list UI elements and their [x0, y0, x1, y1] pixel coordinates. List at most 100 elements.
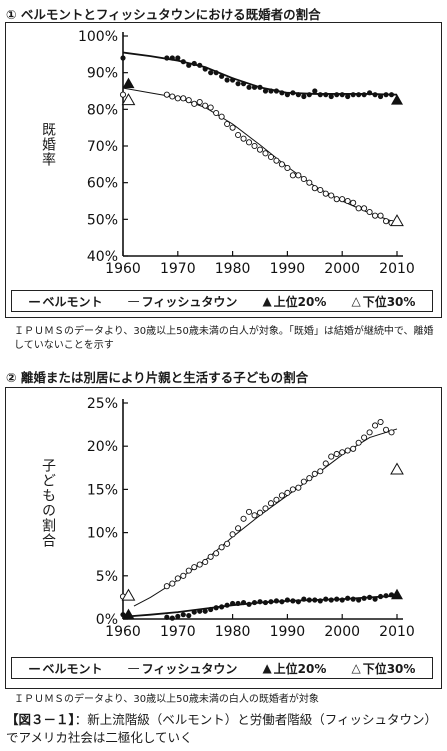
x-tick-label: 1960 [105, 261, 141, 277]
belmont-point [350, 596, 356, 602]
y-tick-label: 70% [87, 139, 118, 155]
belmont-point [279, 90, 285, 96]
belmont-point [180, 59, 186, 65]
belmont-point [202, 66, 208, 72]
fishtown-point [300, 175, 307, 183]
legend-belmont: — ベルモント [28, 661, 103, 676]
belmont-point [230, 600, 236, 607]
fishtown-point [218, 544, 225, 551]
fishtown-point [191, 100, 198, 107]
belmont-point [186, 62, 192, 68]
fishtown-point [284, 164, 291, 172]
fishtown-point [229, 124, 236, 131]
fishtown-point [306, 179, 313, 186]
belmont-point [262, 88, 269, 94]
fishtown-point [256, 509, 264, 516]
belmont-point [284, 92, 290, 98]
legend-top20: ▲ 上位20% [262, 294, 327, 309]
fishtown-point [169, 93, 176, 100]
fishtown-point [317, 468, 324, 475]
fishtown-point [262, 150, 269, 157]
y-tick-label: 25% [87, 396, 118, 412]
fishtown-point [355, 205, 362, 212]
line-symbol-icon: — [28, 294, 41, 308]
belmont-point [295, 92, 301, 98]
fishtown-point [382, 218, 390, 225]
belmont-point [356, 597, 362, 603]
figure-caption: 【図３－１】：新上流階級（ベルモント）と労働者階級（フィッシュタウン）でアメリカ… [6, 711, 444, 747]
fishtown-point [224, 540, 231, 547]
belmont-point [208, 606, 214, 613]
legend-top20: ▲ 上位20% [262, 661, 327, 676]
belmont-point [279, 599, 285, 605]
belmont-point [301, 93, 307, 100]
fishtown-point [355, 439, 362, 446]
fishtown-point [344, 197, 351, 205]
fishtown-point [377, 212, 384, 219]
belmont-point [301, 596, 307, 602]
belmont-point [388, 92, 395, 98]
fishtown-point [339, 196, 346, 203]
belmont-point [219, 604, 225, 610]
legend-fishtown: — フィッシュタウン [127, 661, 238, 676]
belmont-point [164, 55, 170, 61]
belmont-point [197, 608, 203, 614]
fishtown-point [251, 512, 258, 519]
belmont-point [246, 601, 252, 607]
belmont-point [377, 93, 384, 100]
fishtown-point [278, 492, 285, 499]
belmont-point [257, 599, 263, 605]
belmont-point [328, 93, 334, 100]
legend-fishtown: — フィッシュタウン [127, 294, 238, 309]
belmont-point [334, 596, 340, 602]
belmont-point [224, 602, 230, 608]
fishtown-point [273, 157, 280, 164]
x-tick-label: 2000 [324, 624, 360, 640]
y-tick-label: 0% [96, 612, 118, 628]
top20-triangle [122, 608, 135, 620]
y-tick-label: 5% [96, 569, 118, 585]
y-tick-label: 15% [87, 482, 118, 498]
chart1-svg: 40% 50% 60% 70% 80% 90% 100% 1960 1970 1980 1990 20… [78, 29, 415, 277]
fishtown-point [256, 146, 264, 153]
belmont-point [169, 55, 175, 61]
filled-triangle-icon: ▲ [262, 294, 272, 308]
belmont-point [356, 92, 362, 98]
panel1-title: ① ベルモントとフィッシュタウンにおける既婚者の割合 [6, 7, 321, 22]
belmont-point [175, 55, 181, 61]
open-triangle-icon: △ [351, 661, 361, 675]
fishtown-point [196, 561, 203, 568]
belmont-point [290, 90, 296, 96]
fishtown-point [245, 139, 253, 146]
line-symbol-icon: — [28, 661, 41, 675]
fishtown-point [163, 91, 170, 98]
belmont-point [273, 598, 280, 604]
bottom30-triangle [390, 462, 404, 475]
filled-triangle-icon: ▲ [262, 661, 272, 675]
belmont-point [202, 608, 208, 614]
belmont-point [323, 596, 329, 602]
belmont-point [219, 73, 225, 79]
chart2-ylabel: 子どもの割合 [40, 458, 56, 548]
fishtown-point [328, 453, 335, 460]
belmont-point [235, 81, 241, 87]
fishtown-point [185, 97, 192, 104]
y-tick-label: 50% [87, 212, 118, 228]
belmont-point [306, 92, 312, 98]
fishtown-point [262, 505, 269, 512]
belmont-point [377, 593, 384, 600]
fishtown-point [267, 500, 275, 507]
belmont-point [240, 81, 247, 87]
belmont-point [372, 92, 378, 98]
caption-text: ：新上流階級（ベルモント）と労働者階級（フィッシュタウン）でアメリカ社会は二極化… [6, 712, 438, 745]
y-tick-label: 100% [78, 29, 118, 45]
fishtown-point [245, 508, 253, 515]
fishtown-point [169, 580, 176, 587]
fishtown-point [180, 95, 187, 102]
x-tick-label: 2000 [324, 261, 360, 277]
belmont-point [367, 90, 373, 96]
chart2-svg: 0% 5% 10% 15% 20% 25% 1960 1970 1980 1990 2000 2010 [87, 396, 415, 640]
fishtown-point [119, 91, 127, 98]
fishtown-point [372, 422, 379, 429]
chart1-legend: — ベルモント — フィッシュタウン ▲ 上位20% △ 下位30% [11, 290, 433, 312]
